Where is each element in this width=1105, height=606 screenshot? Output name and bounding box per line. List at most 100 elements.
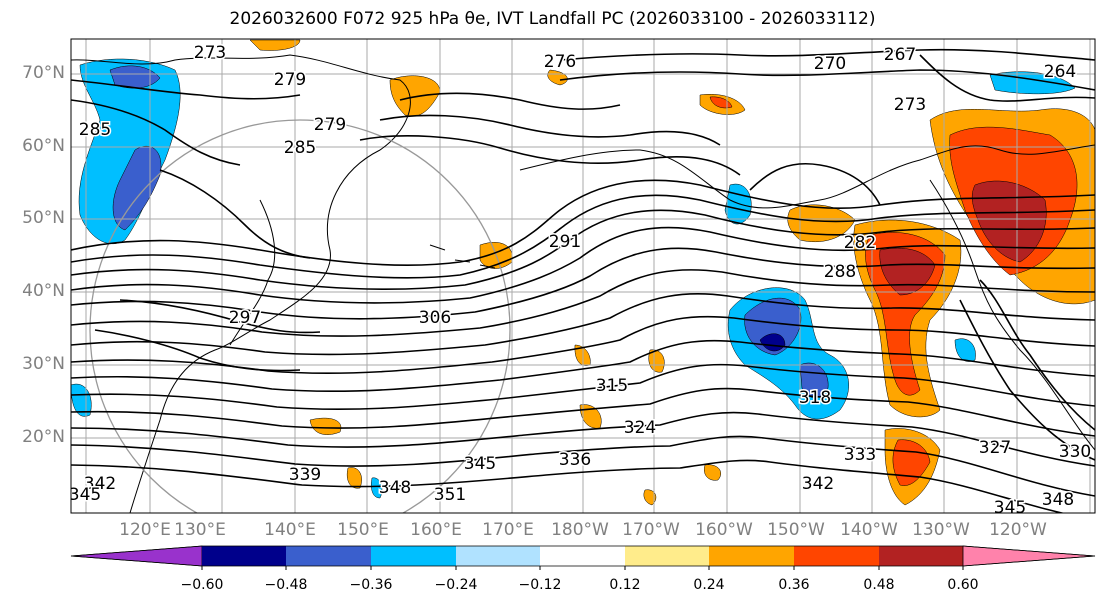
pc-anomaly-region xyxy=(954,338,976,362)
contour-label: 342 xyxy=(84,474,116,494)
pc-shading xyxy=(71,39,1095,506)
pc-anomaly-region xyxy=(112,145,162,231)
contour-label: 318 xyxy=(799,388,831,408)
gridlines xyxy=(71,39,1095,513)
pc-anomaly-region xyxy=(643,489,657,506)
contour-label: 306 xyxy=(419,308,451,328)
contour-line xyxy=(71,269,1095,337)
map-title: 2026032600 F072 925 hPa θe, IVT Landfall… xyxy=(229,9,876,29)
contour-labels: 273 276 270 267 264 273 279 279 285 285 291 288 282 2… xyxy=(69,42,1093,514)
contour-line xyxy=(71,387,1095,437)
theta-e-contours xyxy=(71,48,1095,513)
lon-label: 130°W xyxy=(912,520,970,540)
contour-label: 348 xyxy=(1042,490,1074,510)
lon-label: 150°W xyxy=(767,520,825,540)
contour-label: 339 xyxy=(289,465,321,485)
contour-line xyxy=(919,54,1095,102)
contour-label: 348 xyxy=(379,478,411,498)
pc-anomaly-region xyxy=(724,183,752,225)
contour-line xyxy=(979,279,1095,431)
lon-label: 170°E xyxy=(482,520,534,540)
contour-line xyxy=(119,299,321,334)
lat-label: 40°N xyxy=(22,281,65,301)
colorbar-segment xyxy=(202,546,286,566)
colorbar-segment xyxy=(286,546,371,566)
colorbar-segment xyxy=(70,545,203,567)
reference-circle xyxy=(89,119,511,513)
lat-label: 30°N xyxy=(22,354,65,374)
pc-anomaly-region xyxy=(744,297,802,356)
pc-anomaly-region xyxy=(309,417,342,435)
contour-label: 330 xyxy=(1059,442,1091,462)
colorbar-segment xyxy=(879,546,963,566)
pc-anomaly-region xyxy=(971,180,1047,263)
lon-label: 160°W xyxy=(695,520,753,540)
contour-label: 267 xyxy=(884,45,916,65)
contour-line xyxy=(399,92,621,110)
colorbar-segment xyxy=(962,545,1096,567)
lat-label: 60°N xyxy=(22,136,65,156)
lon-label: 120°E xyxy=(119,520,171,540)
contour-label: 291 xyxy=(549,232,581,252)
contour-line xyxy=(559,48,1095,61)
contour-line xyxy=(71,209,1095,290)
lon-label: 150°E xyxy=(337,520,389,540)
colorbar-segment xyxy=(371,546,456,566)
pc-anomaly-region xyxy=(78,58,181,245)
colorbar-segment xyxy=(540,546,625,566)
contour-label: 345 xyxy=(69,485,101,505)
contour-label: 288 xyxy=(824,262,856,282)
contour-label: 270 xyxy=(814,54,846,74)
pc-anomaly-region xyxy=(389,75,441,117)
contour-label: 273 xyxy=(194,43,226,63)
contour-line xyxy=(71,459,1066,513)
contour-line xyxy=(71,411,1095,467)
lon-label: 140°W xyxy=(840,520,898,540)
contour-label: 282 xyxy=(844,233,876,253)
colorbar-segment xyxy=(709,546,794,566)
lon-label: 170°W xyxy=(622,520,680,540)
contour-line xyxy=(959,299,1095,461)
contour-line xyxy=(359,135,741,176)
pc-anomaly-region xyxy=(249,39,301,51)
colorbar-tick-label: −0.60 xyxy=(180,577,224,593)
lat-label: 20°N xyxy=(22,427,65,447)
contour-line xyxy=(71,99,241,166)
pc-anomaly-region xyxy=(346,467,362,489)
contour-label: 273 xyxy=(894,95,926,115)
colorbar-tick-label: −0.36 xyxy=(349,577,393,593)
map-frame xyxy=(70,38,1096,514)
contour-label: 285 xyxy=(79,120,111,140)
pc-anomaly-region xyxy=(109,65,161,89)
colorbar-tick-label: 0.12 xyxy=(609,577,641,593)
lon-label: 130°E xyxy=(174,520,226,540)
colorbar-tick-label: −0.24 xyxy=(434,577,478,593)
contour-line xyxy=(379,114,721,146)
colorbar-tick-label: −0.12 xyxy=(518,577,562,593)
colorbar-segment xyxy=(625,546,709,566)
contour-label: 285 xyxy=(284,138,316,158)
colorbar-tick-label: 0.36 xyxy=(778,577,810,593)
contour-line xyxy=(94,329,301,372)
contour-line xyxy=(749,162,881,206)
lon-label: 120°W xyxy=(989,520,1047,540)
lon-label: 180°W xyxy=(551,520,609,540)
colorbar-segment xyxy=(456,546,540,566)
contour-line xyxy=(71,179,1095,267)
contour-line xyxy=(71,79,301,100)
contour-line xyxy=(559,69,1095,91)
pc-anomaly-region xyxy=(648,349,665,373)
colorbar-segment xyxy=(794,546,879,566)
lon-label: 160°E xyxy=(410,520,462,540)
contour-line xyxy=(71,363,1095,411)
contour-line xyxy=(71,194,1095,279)
lon-label: 140°E xyxy=(264,520,316,540)
contour-label: 345 xyxy=(464,454,496,474)
coastlines xyxy=(71,54,1095,513)
colorbar-tick-label: 0.60 xyxy=(947,577,979,593)
contour-label: 279 xyxy=(274,70,306,90)
colorbar-tick-label: 0.48 xyxy=(863,577,895,593)
contour-line xyxy=(71,339,1095,393)
colorbar-tick-label: −0.48 xyxy=(264,577,308,593)
